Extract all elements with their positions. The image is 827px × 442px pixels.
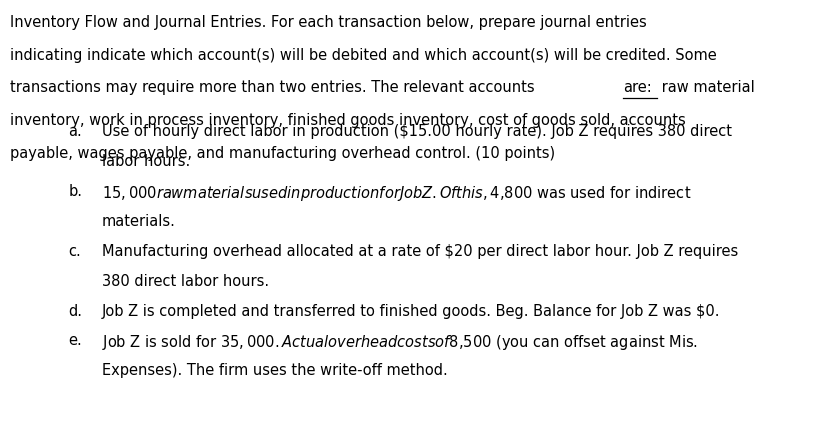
Text: inventory, work in process inventory, finished goods inventory, cost of goods so: inventory, work in process inventory, fi… [10, 114, 686, 128]
Text: $15,000 raw materials used in production for Job Z. Of this, $4,800 was used for: $15,000 raw materials used in production… [102, 184, 691, 203]
Text: labor hours.: labor hours. [102, 154, 190, 169]
Text: payable, wages payable, and manufacturing overhead control. (10 points): payable, wages payable, and manufacturin… [10, 146, 556, 161]
Text: Use of hourly direct labor in production ($15.00 hourly rate). Job Z requires 38: Use of hourly direct labor in production… [102, 124, 732, 139]
Text: e.: e. [68, 333, 82, 348]
Text: d.: d. [68, 304, 82, 319]
Text: Job Z is completed and transferred to finished goods. Beg. Balance for Job Z was: Job Z is completed and transferred to fi… [102, 304, 720, 319]
Text: transactions may require more than two entries. The relevant accounts: transactions may require more than two e… [10, 80, 539, 95]
Text: b.: b. [68, 184, 82, 199]
Text: c.: c. [68, 244, 81, 259]
Text: indicating indicate which account(s) will be debited and which account(s) will b: indicating indicate which account(s) wil… [10, 47, 717, 62]
Text: 380 direct labor hours.: 380 direct labor hours. [102, 274, 269, 289]
Text: Manufacturing overhead allocated at a rate of $20 per direct labor hour. Job Z r: Manufacturing overhead allocated at a ra… [102, 244, 738, 259]
Text: are:: are: [624, 80, 652, 95]
Text: Inventory Flow and Journal Entries. For each transaction below, prepare journal : Inventory Flow and Journal Entries. For … [10, 15, 647, 30]
Text: raw material: raw material [657, 80, 754, 95]
Text: Job Z is sold for $35,000. Actual overhead costs of $8,500 (you can offset again: Job Z is sold for $35,000. Actual overhe… [102, 333, 697, 352]
Text: a.: a. [68, 124, 82, 139]
Text: materials.: materials. [102, 214, 175, 229]
Text: Expenses). The firm uses the write-off method.: Expenses). The firm uses the write-off m… [102, 363, 447, 378]
